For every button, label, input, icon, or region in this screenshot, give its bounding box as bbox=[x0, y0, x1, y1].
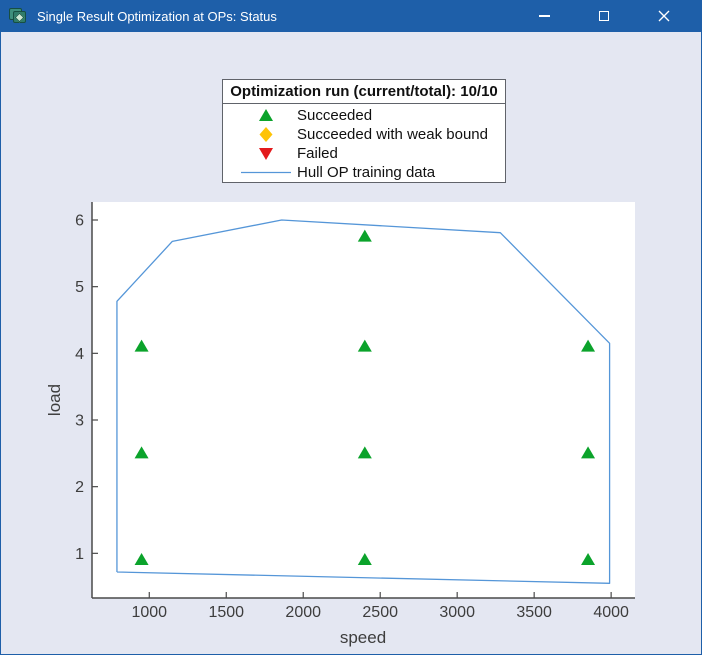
succeeded-weak-bound-marker bbox=[241, 126, 291, 143]
x-tick-label: 1000 bbox=[131, 604, 167, 621]
axes-plot: 1000 1500 2000 2500 3000 3500 4000 1 2 3 4 5 6 bbox=[75, 202, 635, 621]
minimize-button[interactable] bbox=[522, 0, 566, 32]
titlebar[interactable]: Single Result Optimization at OPs: Statu… bbox=[1, 0, 701, 32]
x-tick-label: 3000 bbox=[439, 604, 475, 621]
legend-entry-label: Succeeded with weak bound bbox=[297, 126, 488, 143]
maximize-icon bbox=[599, 11, 609, 21]
hull-training-data-line bbox=[116, 219, 611, 584]
data-point-marker bbox=[581, 553, 596, 565]
x-tick-label: 4000 bbox=[593, 604, 629, 621]
data-point-marker bbox=[357, 339, 372, 352]
legend-title: Optimization run (current/total): 10/10 bbox=[223, 80, 505, 104]
succeeded-icon bbox=[259, 109, 273, 121]
y-tick-label: 2 bbox=[75, 479, 84, 496]
x-tick-label: 1500 bbox=[208, 604, 244, 621]
y-tick-label: 1 bbox=[75, 546, 84, 563]
app-icon bbox=[9, 6, 29, 26]
x-tick-label: 2500 bbox=[362, 604, 398, 621]
data-point-marker bbox=[357, 553, 372, 565]
y-axis-label: load bbox=[45, 383, 64, 417]
data-point-marker bbox=[134, 553, 149, 565]
data-point-marker bbox=[134, 339, 149, 352]
data-point-marker bbox=[357, 229, 372, 242]
legend-entry-hull-training-data: Hull OP training data bbox=[223, 163, 505, 182]
failed-marker bbox=[241, 145, 291, 162]
data-point-marker bbox=[581, 339, 596, 352]
minimize-icon bbox=[538, 15, 550, 17]
legend-entry-succeeded-weak-bound: Succeeded with weak bound bbox=[223, 125, 505, 144]
close-button[interactable] bbox=[642, 0, 686, 32]
legend-rows: Succeeded Succeeded with weak bound Failed… bbox=[223, 104, 505, 185]
legend-entry-label: Succeeded bbox=[297, 107, 373, 124]
failed-icon bbox=[259, 148, 273, 160]
legend[interactable]: Optimization run (current/total): 10/10 … bbox=[222, 79, 506, 183]
data-point-marker bbox=[357, 446, 372, 459]
window-controls bbox=[522, 0, 686, 32]
legend-entry-label: Hull OP training data bbox=[297, 164, 436, 181]
y-tick-label: 6 bbox=[75, 213, 84, 230]
y-tick-label: 5 bbox=[75, 279, 84, 296]
data-point-marker bbox=[134, 446, 149, 459]
maximize-button[interactable] bbox=[582, 0, 626, 32]
y-tick-label: 3 bbox=[75, 413, 84, 430]
hull-training-data-marker bbox=[241, 164, 291, 181]
hull-training-data-icon bbox=[241, 171, 291, 174]
y-tick-label: 4 bbox=[75, 346, 84, 363]
legend-entry-label: Failed bbox=[297, 145, 338, 162]
window-title: Single Result Optimization at OPs: Statu… bbox=[37, 8, 277, 24]
close-icon bbox=[658, 10, 670, 22]
data-point-marker bbox=[581, 446, 596, 459]
x-tick-label: 3500 bbox=[516, 604, 552, 621]
figure-canvas: 1000 1500 2000 2500 3000 3500 4000 1 2 3 4 5 6 load … bbox=[1, 32, 701, 654]
succeeded-weak-bound-icon bbox=[259, 127, 273, 142]
succeeded-marker bbox=[241, 107, 291, 124]
legend-entry-succeeded: Succeeded bbox=[223, 106, 505, 125]
legend-entry-failed: Failed bbox=[223, 144, 505, 163]
x-axis-label: speed bbox=[339, 628, 387, 647]
plot-background bbox=[92, 202, 635, 598]
x-tick-label: 2000 bbox=[285, 604, 321, 621]
